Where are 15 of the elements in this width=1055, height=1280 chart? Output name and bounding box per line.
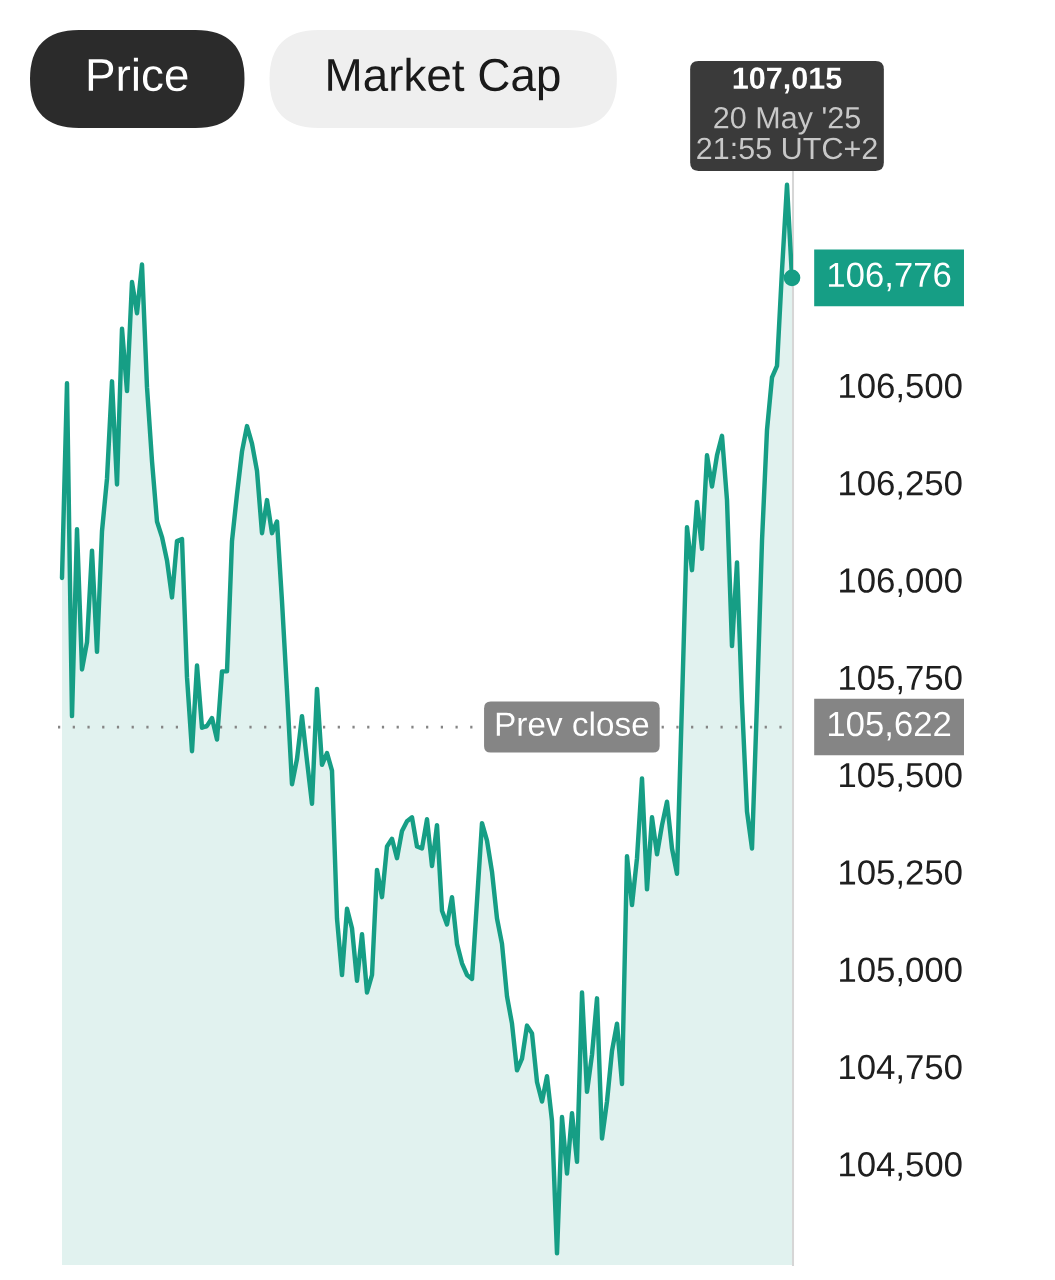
text: 105,622: [828, 711, 951, 741]
y-tick-label: 106,500: [840, 373, 962, 403]
y-tick-label: 104,750: [840, 1054, 962, 1084]
data-label: 106,776: [828, 262, 951, 292]
y-tick-label: 106,000: [840, 568, 962, 597]
text: Price: [88, 57, 188, 92]
text: Market Cap: [328, 57, 560, 101]
y-tick-label: 105,000: [840, 957, 962, 987]
y-tick-label: 105,250: [840, 860, 962, 889]
y-tick-label: 105,750: [840, 665, 962, 695]
y-tick-label: 105,500: [840, 762, 962, 792]
ref-line-label: Prev close: [496, 711, 649, 736]
annotation: 107,015 20 May '25 21:55 UTC+2: [697, 67, 877, 160]
y-tick-label: 104,500: [840, 1152, 962, 1181]
y-tick-label: 106,250: [840, 470, 962, 500]
